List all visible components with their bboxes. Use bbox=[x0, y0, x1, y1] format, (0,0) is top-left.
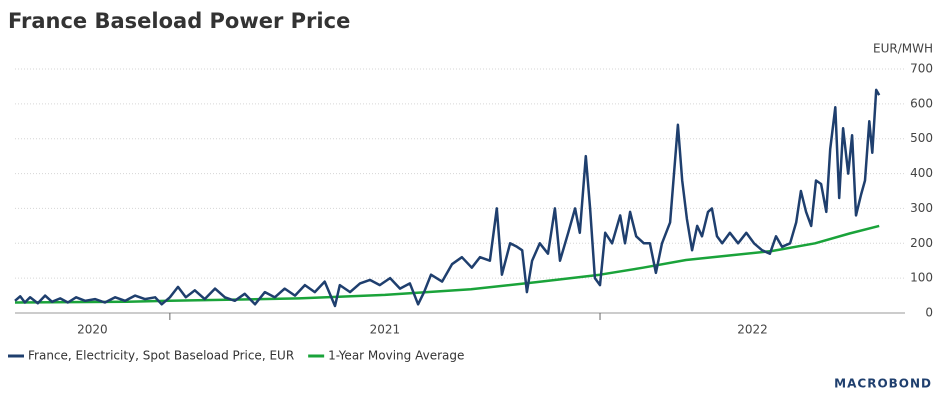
x-tick-label: 2022 bbox=[737, 323, 768, 337]
x-tick-label: 2021 bbox=[370, 323, 401, 337]
y-tick-label: 700 bbox=[910, 62, 933, 76]
y-tick-label: 0 bbox=[925, 306, 933, 320]
y-tick-label: 300 bbox=[910, 201, 933, 215]
y-tick-label: 600 bbox=[910, 96, 933, 110]
y-tick-label: 200 bbox=[910, 236, 933, 250]
y-tick-label: 500 bbox=[910, 131, 933, 145]
x-tick-label: 2020 bbox=[77, 323, 108, 337]
brand: MACROBOND bbox=[834, 377, 932, 391]
legend-label: 1-Year Moving Average bbox=[328, 349, 464, 363]
legend-label: France, Electricity, Spot Baseload Price… bbox=[28, 349, 294, 363]
line-series bbox=[14, 88, 881, 308]
y-tick-label: 100 bbox=[910, 271, 933, 285]
chart-title: France Baseload Power Price bbox=[8, 9, 350, 33]
y-tick-label: 400 bbox=[910, 166, 933, 180]
y-axis-label: EUR/MWH bbox=[873, 42, 933, 56]
